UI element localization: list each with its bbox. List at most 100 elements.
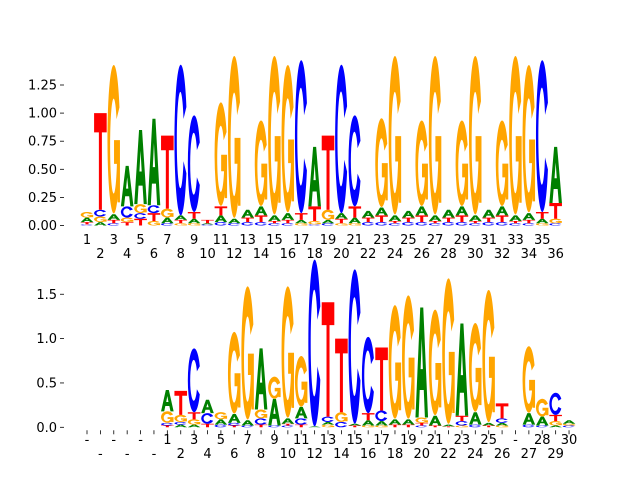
logo-letter-G bbox=[187, 223, 201, 226]
logo-letter-T bbox=[281, 219, 295, 224]
logo-letter-A bbox=[241, 209, 254, 218]
logo-letter-A bbox=[321, 219, 335, 224]
logo-letter-C bbox=[294, 60, 307, 214]
logo-letter-shape bbox=[174, 421, 187, 425]
logo-letter-C bbox=[254, 222, 267, 226]
logo-letter-T bbox=[361, 217, 375, 223]
logo-letter-shape bbox=[335, 412, 348, 422]
logo-letter-A bbox=[187, 218, 201, 224]
x-tick-label: 21 bbox=[427, 433, 444, 448]
logo-letter-shape bbox=[227, 413, 241, 423]
logo-letter-shape bbox=[549, 421, 562, 426]
logo-letter-C bbox=[361, 222, 374, 226]
logo-letter-shape bbox=[422, 163, 428, 200]
logo-letter-shape bbox=[495, 120, 509, 206]
logo-letter-shape bbox=[201, 219, 214, 224]
logo-letter-shape bbox=[134, 218, 147, 226]
logo-letter-C bbox=[415, 222, 428, 226]
logo-letter-shape bbox=[214, 222, 227, 226]
logo-letter-shape bbox=[361, 413, 375, 421]
y-tick-label: 1.0 bbox=[36, 332, 57, 347]
logo-letter-shape bbox=[261, 413, 268, 418]
logo-letter-A bbox=[482, 422, 495, 426]
logo-letter-shape bbox=[214, 102, 227, 206]
x-tick-label: 4 bbox=[203, 447, 211, 462]
logo-letter-G bbox=[161, 411, 174, 423]
logo-letter-shape bbox=[509, 215, 522, 222]
logo-letter-shape bbox=[308, 220, 321, 225]
logo-letter-shape bbox=[455, 206, 469, 216]
logo-letter-shape bbox=[321, 302, 335, 417]
logo-letter-C bbox=[549, 392, 562, 415]
logo-letter-C bbox=[308, 224, 321, 226]
logo-letter-shape bbox=[281, 223, 294, 226]
logo-letter-shape bbox=[308, 259, 321, 427]
y-tick-label: 0.0 bbox=[36, 421, 57, 436]
logo-letter-shape bbox=[221, 415, 228, 419]
logo-letter-shape bbox=[167, 417, 174, 422]
logo-letter-T bbox=[388, 424, 402, 428]
logo-letter-T bbox=[402, 217, 415, 223]
logo-letter-shape bbox=[395, 136, 402, 203]
logo-letter-C bbox=[549, 223, 562, 226]
logo-letter-T bbox=[495, 215, 509, 223]
logo-letter-shape bbox=[361, 222, 374, 226]
logo-letter-C bbox=[187, 115, 200, 213]
logo-letter-shape bbox=[335, 338, 348, 413]
logo-letter-shape bbox=[227, 218, 241, 224]
logo-letter-G bbox=[468, 55, 482, 215]
logo-letter-shape bbox=[468, 55, 482, 215]
logo-letter-A bbox=[174, 424, 188, 428]
logo-letter-shape bbox=[442, 426, 455, 428]
logo-letter-C bbox=[308, 259, 321, 427]
logo-letter-shape bbox=[87, 214, 94, 218]
x-tick-label: 25 bbox=[400, 233, 417, 248]
logo-letter-A bbox=[268, 398, 281, 426]
logo-letter-shape bbox=[515, 136, 522, 203]
logo-letter-T bbox=[469, 221, 482, 224]
logo-letter-shape bbox=[522, 346, 535, 413]
logo-letter-C bbox=[509, 223, 522, 226]
logo-letter-shape bbox=[455, 120, 468, 206]
logo-letter-shape bbox=[502, 426, 509, 428]
logo-letter-shape bbox=[535, 398, 549, 417]
logo-letter-shape bbox=[321, 421, 335, 425]
logo-letter-shape bbox=[535, 60, 548, 213]
logo-letter-G bbox=[509, 55, 522, 215]
logo-letter-G bbox=[415, 120, 428, 206]
x-tick-label: 22 bbox=[440, 447, 457, 462]
x-tick-label: 14 bbox=[333, 447, 350, 462]
logo-letter-C bbox=[495, 418, 508, 423]
y-tick-label: 0.5 bbox=[36, 376, 57, 391]
logo-letter-T bbox=[428, 425, 442, 428]
logo-letter-T bbox=[455, 215, 469, 223]
logo-letter-shape bbox=[482, 222, 495, 226]
logo-letter-shape bbox=[562, 425, 575, 428]
logo-letter-G bbox=[402, 295, 415, 419]
logo-letter-shape bbox=[495, 222, 508, 226]
logo-letter-shape bbox=[549, 414, 562, 422]
logo-letter-G bbox=[375, 118, 388, 208]
logo-letter-T bbox=[94, 113, 107, 210]
logo-letter-A bbox=[308, 426, 321, 428]
logo-letter-shape bbox=[522, 223, 535, 226]
logo-letter-shape bbox=[214, 412, 227, 420]
logo-letter-shape bbox=[482, 209, 495, 218]
logo-letter-A bbox=[214, 419, 228, 425]
logo-letter-A bbox=[535, 218, 549, 224]
logo-letter-A bbox=[415, 307, 429, 418]
logo-letter-shape bbox=[535, 416, 549, 426]
logo-letter-shape bbox=[522, 424, 535, 428]
logo-letter-C bbox=[402, 222, 415, 226]
logo-letter-C bbox=[174, 64, 187, 216]
logo-letter-shape bbox=[174, 219, 188, 224]
logo-letter-shape bbox=[187, 212, 201, 219]
x-tick-label: 13 bbox=[239, 233, 256, 248]
logo-letter-C bbox=[241, 425, 254, 428]
logo-letter-shape bbox=[234, 373, 241, 408]
logo-letter-G bbox=[174, 414, 187, 422]
logo-letter-shape bbox=[241, 420, 254, 426]
logo-letter-shape bbox=[281, 423, 295, 426]
y-tick-label: 0.50 bbox=[28, 163, 57, 178]
logo-letter-shape bbox=[341, 417, 348, 422]
